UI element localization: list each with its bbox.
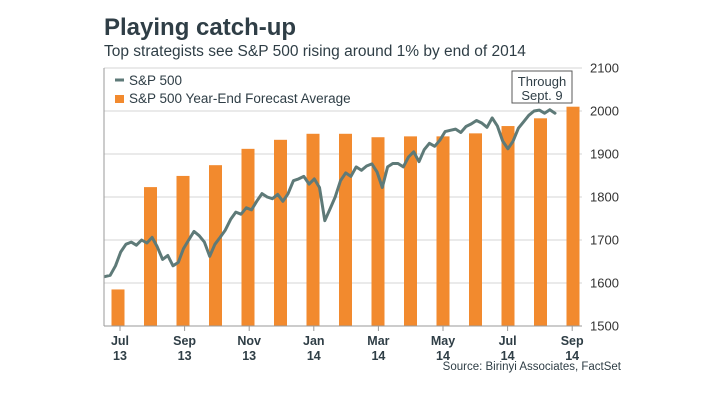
y-tick-label: 2000 <box>590 104 619 119</box>
forecast-bar <box>111 289 125 326</box>
callout-line-1: Through <box>518 74 566 89</box>
x-tick-label: Jul <box>499 334 517 348</box>
forecast-bar <box>501 126 515 326</box>
x-tick-label: 14 <box>501 349 515 363</box>
x-tick-label: Mar <box>367 334 389 348</box>
callout: Through Sept. 9 <box>511 70 573 104</box>
x-tick-label: 13 <box>113 349 127 363</box>
x-tick-label: 13 <box>242 349 256 363</box>
source-note: Source: Birinyi Associates, FactSet <box>443 361 622 373</box>
forecast-bar <box>339 133 352 326</box>
forecast-bar <box>534 118 547 326</box>
y-tick-label: 1900 <box>590 147 619 162</box>
chart-title: Playing catch-up <box>104 14 297 41</box>
legend-label-sp500: S&P 500 <box>129 73 182 88</box>
x-tick-label: Nov <box>237 334 261 348</box>
y-tick-label: 1500 <box>590 319 619 334</box>
y-tick-label: 1800 <box>590 190 619 205</box>
forecast-bar <box>241 148 255 326</box>
y-tick-label: 1600 <box>590 276 619 291</box>
forecast-bar <box>404 136 417 326</box>
x-tick-label: 14 <box>307 349 321 363</box>
x-tick-label: 14 <box>436 349 450 363</box>
forecast-bar <box>436 136 450 326</box>
forecast-bar <box>144 187 157 326</box>
sp500-line <box>103 108 557 279</box>
x-tick-label: Sep <box>173 334 196 348</box>
forecast-bar <box>274 139 287 326</box>
x-tick-label: Sep <box>561 334 584 348</box>
x-tick-label: 14 <box>371 349 385 363</box>
forecast-bar <box>306 133 320 326</box>
legend: S&P 500 S&P 500 Year-End Forecast Averag… <box>115 73 351 106</box>
sp500-line-group <box>103 108 557 279</box>
x-tick-label: 14 <box>565 349 579 363</box>
x-tick-label: Jan <box>303 334 325 348</box>
forecast-bar <box>566 106 580 326</box>
y-tick-label: 1700 <box>590 233 619 248</box>
callout-box <box>511 70 573 104</box>
chart-subtitle: Top strategists see S&P 500 rising aroun… <box>104 43 526 60</box>
x-tick-label: Jul <box>111 334 129 348</box>
forecast-bars <box>111 106 580 326</box>
axes: 1500160017001800190020002100Jul13Sep13No… <box>103 61 619 363</box>
callout-line-2: Sept. 9 <box>521 88 562 103</box>
x-tick-label: May <box>431 334 455 348</box>
x-tick-label: 13 <box>178 349 192 363</box>
legend-label-forecast: S&P 500 Year-End Forecast Average <box>129 91 351 106</box>
legend-bar-swatch <box>115 95 124 103</box>
forecast-bar <box>469 133 482 326</box>
y-tick-label: 2100 <box>590 61 619 76</box>
